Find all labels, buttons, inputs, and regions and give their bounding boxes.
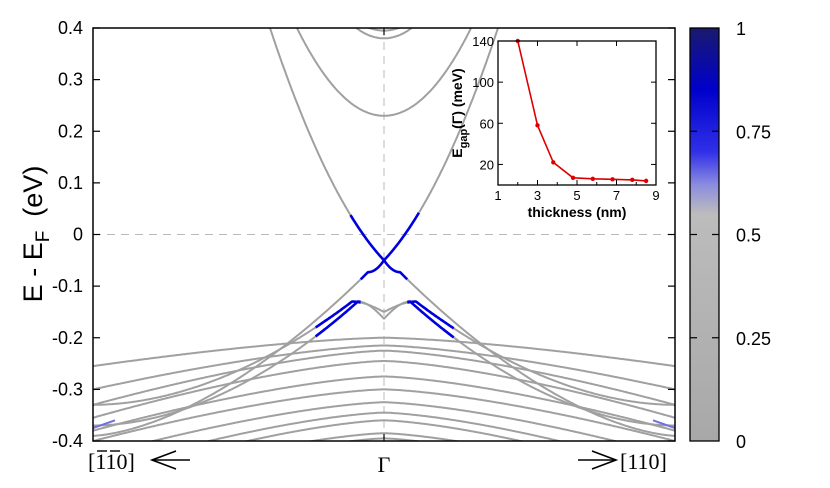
colorbar-tick-label: 0 [736, 432, 746, 452]
inset-x-tick-label: 5 [573, 188, 580, 203]
main-y-ticks: 0.4 0.3 0.2 0.1 0 -0.1 -0.2 -0.3 -0.4 [52, 18, 675, 451]
band-line [314, 300, 361, 338]
right-direction-label: [110] [620, 449, 667, 474]
inset-gap-point [551, 160, 556, 165]
inset-gap-line [517, 40, 647, 182]
band-line [242, 419, 526, 441]
inset-gap-point [590, 176, 595, 182]
colorbar-tick-label: 1 [736, 19, 746, 39]
colorbar-tick-label: 0.75 [736, 122, 771, 142]
inset-gap-point [570, 175, 576, 180]
inset-y-label-main: E [449, 148, 465, 157]
y-tick-label: 0.4 [58, 18, 83, 38]
main-plot: 0.4 0.3 0.2 0.1 0 -0.1 -0.2 -0.3 -0.4 E - EF (eV)… [18, 18, 676, 477]
x-axis-right-label: [110] [578, 449, 667, 474]
inset-y-tick-label: 140 [472, 34, 494, 49]
band-line [93, 335, 317, 427]
x-axis-left-label: [110] [88, 449, 190, 474]
band-line [93, 336, 675, 368]
inset-y-tick-label: 100 [472, 75, 494, 90]
band-line [93, 375, 675, 432]
band-line [349, 212, 421, 262]
inset-gap-point [643, 178, 649, 184]
y-tick-label: 0 [73, 225, 83, 245]
y-axis-label: E - EF (eV) [18, 166, 54, 303]
band-line [295, 28, 473, 117]
inset-y-label-sub: gap [458, 129, 470, 149]
y-tick-label: 0.3 [58, 70, 83, 90]
y-tick-label: -0.1 [52, 276, 83, 296]
band-line [407, 300, 455, 339]
inset-y-ticks: 140 100 60 20 [472, 34, 656, 172]
inset-x-ticks: 1 3 5 7 9 [494, 41, 660, 203]
y-tick-label: -0.4 [52, 431, 83, 451]
y-tick-label: -0.3 [52, 379, 83, 399]
left-arrow [149, 450, 190, 470]
band-line [366, 28, 402, 32]
bands-layer [93, 28, 675, 441]
inset-gap-point [610, 177, 615, 182]
inset-plot: 140 100 60 20 1 3 5 7 9 thickness (nm) Egap(Γ) … [449, 34, 660, 220]
band-line [418, 28, 500, 214]
inset-x-label: thickness (nm) [528, 204, 627, 220]
band-line [306, 432, 462, 441]
inset-background [498, 41, 656, 185]
inset-gap-point [630, 177, 635, 183]
edge-highlight-right [652, 419, 675, 430]
inset-gap-series [515, 38, 649, 184]
inset-x-tick-label: 3 [534, 188, 541, 203]
band-line [360, 301, 408, 313]
colorbar-tick-label: 0.5 [736, 226, 761, 246]
band-line [93, 326, 317, 406]
gamma-label: Γ [378, 452, 391, 477]
colorbar-ticks: 1 0.75 0.5 0.25 0 [690, 19, 771, 452]
y-tick-label: 0.1 [58, 173, 83, 193]
band-line [204, 411, 564, 441]
edge-highlight-left [93, 419, 116, 430]
inset-y-tick-label: 60 [480, 116, 494, 131]
inset-y-label: Egap(Γ) (meV) [449, 68, 470, 157]
inset-y-tick-label: 20 [480, 157, 494, 172]
band-line [407, 300, 455, 330]
y-tick-label: 0.2 [58, 121, 83, 141]
band-line [268, 28, 352, 216]
inset-x-tick-label: 9 [652, 188, 659, 203]
inset-gap-point [535, 123, 540, 128]
colorbar-tick-label: 0.25 [736, 329, 771, 349]
band-line [93, 349, 675, 406]
band-line [149, 401, 619, 441]
y-tick-label: -0.2 [52, 328, 83, 348]
inset-y-label-tail: (Γ) (meV) [449, 68, 465, 129]
inset-x-tick-label: 1 [494, 188, 501, 203]
band-line [453, 327, 675, 406]
colorbar: 1 0.75 0.5 0.25 0 [689, 19, 771, 452]
band-line [93, 344, 675, 391]
y-axis-label-unit: (eV) [18, 166, 48, 217]
band-line [93, 360, 675, 419]
right-arrow [578, 450, 619, 470]
band-line [93, 388, 675, 441]
y-axis-label-sub: F [33, 231, 54, 243]
band-line [354, 28, 414, 40]
inset-x-tick-label: 7 [613, 188, 620, 203]
band-line [359, 258, 409, 281]
band-line [314, 300, 361, 329]
left-direction-label: [110] [88, 449, 135, 474]
y-axis-label-main: E - E [18, 242, 48, 302]
band-line [93, 278, 362, 437]
band-line [406, 278, 675, 437]
